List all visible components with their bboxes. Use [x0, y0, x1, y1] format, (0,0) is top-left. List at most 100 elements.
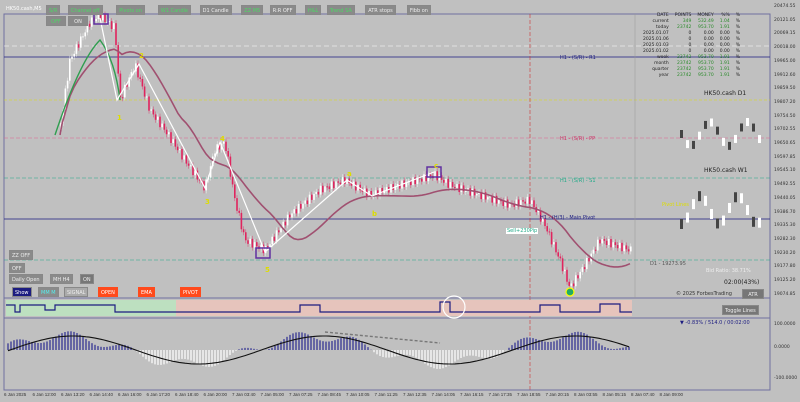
candle [627, 249, 630, 252]
stats-cell: 349 [682, 18, 692, 24]
candle [91, 17, 93, 27]
candle [333, 181, 335, 189]
toolbar-button[interactable]: D1 Candle [199, 5, 232, 15]
mm-button[interactable]: MM M [38, 287, 59, 297]
candle [414, 177, 416, 185]
candle [524, 201, 526, 204]
candle [275, 230, 278, 241]
candle [260, 244, 262, 249]
stats-cell: week [656, 54, 669, 60]
stats-cell: year [658, 72, 669, 78]
stats-cell: 0.00 [703, 48, 714, 54]
candle [601, 239, 603, 244]
zz-off-button[interactable]: ZZ OFF [9, 250, 34, 260]
level-s1: H1 - (S/R) - S1 [560, 178, 596, 184]
price-axis-label: 20121.05 [774, 17, 796, 23]
candle [531, 200, 533, 204]
toolbar-button[interactable]: S/R [46, 5, 61, 15]
show-button[interactable]: Show [12, 287, 32, 297]
candle [515, 199, 518, 207]
toolbar-button[interactable]: R:R OFF [269, 5, 296, 15]
zigzag-line [99, 17, 435, 254]
signal-button[interactable]: SIGNAL [64, 287, 89, 297]
candle [267, 246, 269, 248]
candle [482, 192, 485, 200]
candle [297, 203, 300, 214]
toolbar-button[interactable]: ATR stops [365, 5, 396, 15]
toolbar-button[interactable]: ON [68, 16, 88, 26]
w1-mini-candle [722, 215, 725, 226]
price-axis-label: 19282.30 [774, 236, 796, 242]
sell-label: Sell+230Pip [506, 228, 539, 234]
toolbar-button[interactable]: Trend SA [326, 5, 355, 15]
time-axis-label: 7 Jan 17:35 [488, 392, 513, 397]
toolbar-button[interactable]: Fibb on [406, 5, 431, 15]
candle [185, 155, 188, 164]
candle [319, 185, 322, 195]
candle [522, 200, 524, 202]
candle [462, 185, 465, 192]
candle [198, 179, 201, 181]
off-button[interactable]: OFF [9, 263, 25, 273]
candle [317, 191, 320, 195]
stats-cell: 953.70 [697, 54, 714, 60]
toolbar-button[interactable]: Channel off [67, 5, 103, 15]
candle [196, 170, 199, 180]
toolbar-button[interactable]: OFF [46, 16, 66, 26]
time-axis-label: 8 Jan 03:55 [574, 392, 598, 397]
toolbar-button[interactable]: W1 Candle [157, 5, 191, 15]
candle [425, 174, 427, 182]
candle [564, 269, 566, 272]
candle [154, 114, 157, 120]
highlight-circle [442, 295, 466, 319]
candle [295, 209, 298, 214]
candle [429, 174, 432, 177]
toolbar-button[interactable]: ZZ M5 [241, 5, 264, 15]
candle [172, 139, 174, 143]
candle [315, 191, 317, 194]
candle [363, 188, 366, 192]
candle [176, 146, 179, 151]
candle [339, 182, 342, 185]
candle [69, 58, 71, 81]
stats-cell: quarter [652, 66, 669, 72]
stats-cell: 1.91 [719, 24, 730, 30]
candle [460, 185, 463, 193]
d1-mini-candle [704, 120, 707, 129]
indicator-zone [6, 300, 176, 316]
candle [555, 242, 557, 253]
candle [396, 183, 399, 187]
pivot-button[interactable]: PIVOT [180, 287, 201, 297]
candle [291, 213, 293, 218]
candle [146, 96, 148, 98]
open-button[interactable]: OPEN [98, 287, 118, 297]
ema-button[interactable]: EMA [138, 287, 155, 297]
d1-mini-candle [734, 134, 737, 143]
candle [605, 240, 608, 246]
on-button[interactable]: ON [80, 274, 94, 284]
toolbar-button[interactable]: Pivots on [116, 5, 145, 15]
profit-stats-table: DATE POINTS MONEY%%% current 349 532.49 1.04% t… [640, 12, 743, 78]
atr-button[interactable]: ATR [742, 289, 764, 299]
w1-mini-candle [692, 199, 695, 210]
toolbar-button[interactable]: H&L [304, 5, 322, 15]
toggle-lines-button[interactable]: Toggle Lines [722, 305, 759, 315]
stats-cell: 0.00 [719, 30, 730, 36]
stats-cell: 0.00 [703, 36, 714, 42]
time-axis-label: 6 Jan 16:00 [118, 392, 142, 397]
candle [493, 195, 496, 203]
daily-open-button[interactable]: Daily Open [9, 274, 43, 284]
mh4-button[interactable]: MH H4 [50, 274, 73, 284]
candle [610, 239, 612, 248]
price-axis-label: 19386.70 [774, 209, 796, 215]
candle [174, 139, 177, 147]
time-axis-label: 6 Jan 2025 [4, 392, 27, 397]
candle [245, 232, 247, 241]
candle [581, 267, 584, 272]
w1-mini-candle [758, 217, 761, 228]
candle [385, 187, 388, 191]
candle [99, 14, 102, 21]
candle [135, 63, 137, 72]
candle [454, 186, 456, 188]
